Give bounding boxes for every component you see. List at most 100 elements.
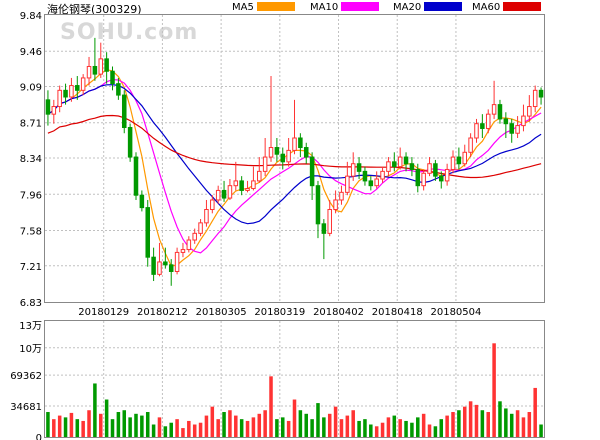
price-tick-label: 7.21 bbox=[20, 262, 42, 273]
legend-label: MA20 bbox=[393, 2, 422, 13]
volume-bar bbox=[351, 410, 355, 437]
volume-bar bbox=[298, 410, 303, 437]
volume-bar bbox=[104, 399, 109, 437]
candle-body bbox=[397, 156, 403, 168]
candle-body bbox=[145, 207, 150, 258]
volume-bar bbox=[316, 403, 320, 437]
date-tick-label: 20180129 bbox=[78, 307, 129, 318]
volume-bar bbox=[521, 417, 526, 437]
volume-bar bbox=[339, 419, 344, 437]
volume-bar bbox=[81, 420, 85, 437]
candle-body bbox=[521, 115, 526, 127]
candle-body bbox=[392, 161, 397, 168]
candle-body bbox=[462, 151, 468, 165]
volume-bar bbox=[110, 419, 115, 437]
candle-body bbox=[75, 85, 80, 91]
volume-bar bbox=[527, 412, 532, 437]
volume-bar bbox=[52, 419, 56, 437]
candle-body bbox=[186, 239, 192, 251]
volume-axis: 13万 10万 69362 34681 0 bbox=[10, 321, 42, 440]
legend-ma10: MA10 bbox=[310, 2, 380, 13]
candle-body bbox=[439, 175, 444, 182]
candle-body bbox=[92, 65, 98, 75]
stock-title: 海伦钢琴(300329) bbox=[47, 3, 142, 16]
legend-label: MA5 bbox=[232, 2, 254, 13]
price-panel-border bbox=[44, 14, 545, 303]
volume-bar bbox=[251, 417, 256, 437]
candle-body bbox=[450, 156, 456, 170]
volume-bar bbox=[275, 419, 279, 437]
volume-bar bbox=[451, 412, 455, 437]
volume-bar bbox=[151, 424, 156, 437]
legend-ma5: MA5 bbox=[232, 2, 295, 13]
candle-body bbox=[356, 163, 362, 172]
volume-bar bbox=[128, 417, 132, 437]
volume-bar bbox=[263, 410, 267, 437]
volume-bar bbox=[327, 413, 332, 437]
volume-tick-label: 69362 bbox=[10, 371, 42, 382]
candle-body bbox=[80, 77, 86, 91]
candle-body bbox=[215, 189, 221, 201]
candle-body bbox=[444, 168, 450, 182]
date-tick-label: 20180402 bbox=[313, 307, 364, 318]
price-tick-label: 7.58 bbox=[20, 226, 42, 237]
volume-bar bbox=[462, 406, 467, 437]
volume-bar bbox=[474, 404, 479, 437]
candle-body bbox=[497, 104, 503, 120]
volume-bars bbox=[46, 343, 543, 437]
volume-tick-label: 13万 bbox=[19, 321, 42, 332]
candle-body bbox=[292, 137, 297, 151]
grid bbox=[45, 15, 544, 437]
candle-body bbox=[192, 232, 197, 241]
ma-line-ma60 bbox=[47, 114, 542, 179]
volume-bar bbox=[192, 424, 197, 437]
date-tick-label: 20180212 bbox=[137, 307, 188, 318]
candle-body bbox=[327, 209, 332, 234]
candle-body bbox=[374, 178, 379, 187]
candles bbox=[45, 37, 544, 286]
candle-body bbox=[280, 153, 286, 163]
candle-body bbox=[63, 89, 68, 98]
price-tick-label: 6.83 bbox=[20, 298, 42, 309]
date-tick-label: 20180305 bbox=[196, 307, 247, 318]
candle-body bbox=[380, 170, 385, 180]
candle-body bbox=[286, 149, 291, 163]
volume-bar bbox=[175, 419, 179, 437]
volume-bar bbox=[539, 424, 543, 437]
candle-body bbox=[104, 58, 109, 72]
candle-body bbox=[227, 185, 233, 199]
volume-bar bbox=[157, 417, 162, 437]
candle-body bbox=[98, 58, 104, 75]
volume-bar bbox=[509, 413, 514, 437]
volume-bar bbox=[486, 412, 490, 437]
candle-body bbox=[262, 156, 268, 172]
candle-body bbox=[245, 188, 250, 191]
volume-bar bbox=[87, 410, 91, 437]
moving-averages bbox=[47, 69, 542, 267]
volume-bar bbox=[245, 420, 250, 437]
volume-bar bbox=[310, 419, 314, 437]
candle-body bbox=[339, 191, 344, 201]
volume-bar bbox=[386, 417, 391, 437]
legend-swatch bbox=[424, 2, 463, 11]
watermark: SOHU.com bbox=[60, 20, 199, 45]
legend-swatch bbox=[503, 2, 542, 11]
volume-bar bbox=[374, 426, 379, 437]
volume-bar bbox=[457, 410, 461, 437]
date-axis: 20180129 20180212 20180305 20180319 20180402… bbox=[78, 307, 481, 318]
volume-bar bbox=[122, 410, 127, 437]
volume-bar bbox=[169, 422, 173, 437]
candle-body bbox=[315, 185, 321, 225]
legend-swatch bbox=[256, 2, 295, 11]
volume-panel-border bbox=[44, 320, 545, 438]
volume-bar bbox=[292, 399, 297, 437]
candle-body bbox=[251, 180, 256, 190]
price-tick-label: 9.84 bbox=[20, 11, 42, 22]
volume-bar bbox=[392, 415, 397, 437]
volume-bar bbox=[304, 413, 309, 437]
candle-body bbox=[345, 175, 350, 193]
volume-bar bbox=[210, 406, 215, 437]
volume-bar bbox=[468, 401, 473, 437]
candle-body bbox=[321, 223, 327, 234]
